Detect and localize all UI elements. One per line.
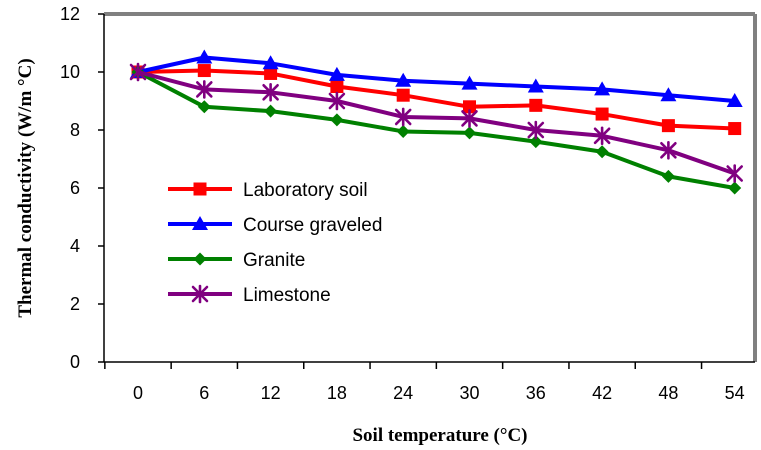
x-tick-label: 18 (327, 383, 347, 403)
legend-marker (191, 284, 209, 304)
data-point (396, 88, 410, 102)
data-point (527, 78, 544, 93)
y-axis: 0 2 4 6 8 10 12 (60, 4, 104, 372)
data-point (262, 55, 279, 70)
data-point (660, 87, 677, 102)
data-point (726, 93, 743, 107)
data-point (463, 100, 476, 114)
legend: Laboratory soil Course graveled Granite Lim… (168, 180, 382, 306)
legend-item: Limestone (168, 284, 331, 306)
series-line (137, 70, 736, 176)
x-tick-label: 36 (526, 383, 546, 403)
data-point (661, 169, 675, 183)
data-point (529, 135, 543, 149)
data-point (728, 181, 742, 195)
data-point (197, 64, 211, 78)
data-point (330, 80, 344, 93)
data-point (461, 75, 478, 90)
x-tick-label: 30 (459, 383, 479, 403)
series-layer (129, 49, 744, 195)
data-point (527, 120, 545, 140)
data-point (264, 66, 278, 80)
data-point (595, 107, 609, 121)
x-axis: 0 6 12 18 24 30 36 42 48 54 (104, 362, 745, 403)
series-limestone (129, 62, 744, 183)
series-granite (131, 65, 742, 195)
legend-marker (193, 252, 207, 266)
data-point (196, 80, 213, 99)
data-point (594, 81, 611, 96)
data-point (529, 98, 543, 112)
data-point (328, 66, 345, 81)
data-point (728, 122, 742, 136)
legend-label: Granite (243, 250, 305, 271)
data-point (196, 49, 213, 64)
x-tick-label: 12 (261, 383, 281, 403)
data-point (595, 145, 609, 159)
data-point (129, 62, 147, 82)
x-tick-label: 42 (592, 383, 612, 403)
data-point (463, 126, 476, 140)
legend-item: Course graveled (168, 215, 382, 236)
series-line (137, 55, 735, 103)
series-line (137, 70, 736, 190)
legend-marker (192, 216, 208, 230)
y-tick-label: 6 (70, 178, 80, 198)
data-point (330, 113, 344, 127)
series-course-graveled (130, 49, 743, 107)
x-tick-label: 54 (725, 383, 745, 403)
legend-label: Limestone (243, 285, 331, 306)
data-point (461, 109, 478, 128)
y-tick-label: 10 (60, 62, 80, 82)
legend-label: Laboratory soil (243, 180, 368, 201)
y-axis-title: Thermal conductivity (W/m °C) (15, 58, 36, 317)
x-axis-title: Soil temperature (°C) (352, 425, 527, 446)
legend-label: Course graveled (243, 215, 382, 236)
data-point (660, 141, 677, 160)
y-tick-label: 2 (70, 294, 80, 314)
x-tick-label: 6 (199, 383, 209, 403)
data-point (396, 124, 410, 138)
x-tick-label: 48 (658, 383, 678, 403)
data-point (197, 100, 211, 114)
series-laboratory-soil (131, 64, 742, 136)
y-tick-label: 4 (70, 236, 80, 256)
y-tick-label: 12 (60, 4, 80, 24)
y-tick-label: 0 (70, 352, 80, 372)
data-point (661, 119, 675, 133)
data-point (328, 91, 346, 111)
legend-marker (193, 182, 207, 196)
data-point (395, 72, 412, 87)
series-line (137, 68, 735, 131)
data-point (264, 104, 278, 118)
legend-item: Laboratory soil (168, 180, 368, 201)
data-point (593, 126, 611, 146)
data-point (394, 107, 412, 127)
data-point (262, 83, 279, 102)
x-tick-label: 0 (133, 383, 143, 403)
legend-item: Granite (168, 250, 305, 271)
data-point (726, 164, 744, 183)
y-tick-label: 8 (70, 120, 80, 140)
x-tick-label: 24 (393, 383, 413, 403)
